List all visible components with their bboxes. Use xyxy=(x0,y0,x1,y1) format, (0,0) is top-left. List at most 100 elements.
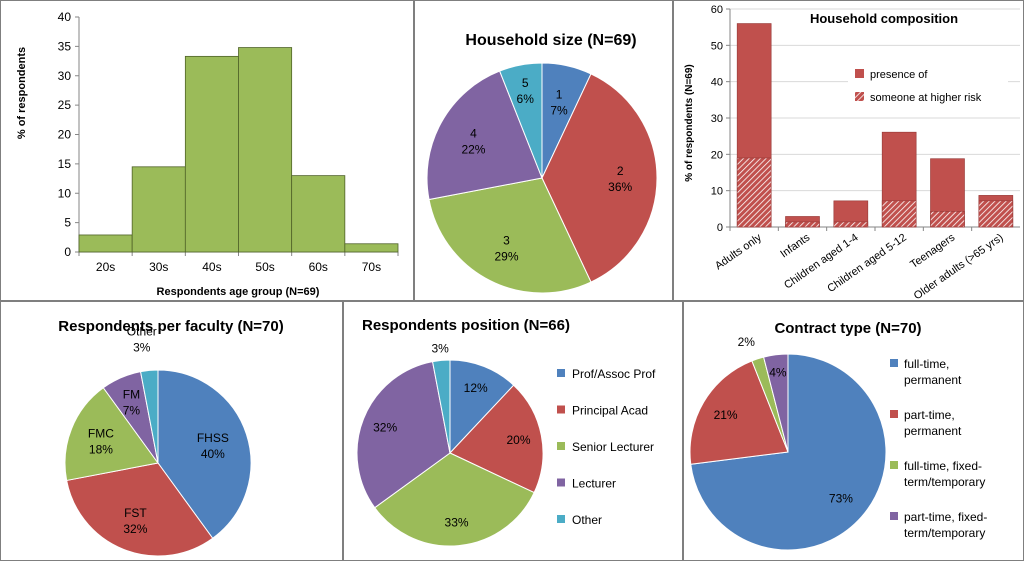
slice-label: 5 xyxy=(522,76,529,90)
slice-label: 2 xyxy=(617,164,624,178)
y-tick-label: 60 xyxy=(711,4,723,16)
pie-slice-other xyxy=(431,359,451,454)
legend-label-full-time-permanent: full-time, xyxy=(904,357,949,371)
slice-value-label: 73% xyxy=(829,492,853,506)
faculty-chart: Respondents per faculty (N=70) FHSS 40% FS… xyxy=(58,318,284,557)
contract-panel: Contract type (N=70) 73% 21% 2% 4% full-tim… xyxy=(683,301,1024,561)
y-tick-label: 50 xyxy=(711,40,723,52)
household-size-chart: Household size (N=69) 1 7% 2 36% 3 29% 4 22% 5 6% xyxy=(426,32,658,294)
slice-value-label: 22% xyxy=(461,142,485,156)
chart-title: Respondents per faculty (N=70) xyxy=(58,318,283,335)
legend-label-part-time-permanent: part-time, xyxy=(904,408,955,422)
x-axis-label: Respondents age group (N=69) xyxy=(157,286,320,298)
bar-70s xyxy=(344,243,399,253)
legend-swatch-part-time-permanent xyxy=(890,410,898,418)
y-tick-label: 25 xyxy=(58,98,72,112)
household-composition-panel: 0 10 20 30 40 50 60 Adults only Infants Children … xyxy=(673,0,1024,302)
bar-20s xyxy=(78,234,133,253)
slice-value-label: 36% xyxy=(608,180,632,194)
legend-label-principal-acad: Principal Acad xyxy=(572,404,648,418)
slice-value-label: 3% xyxy=(133,341,151,355)
x-tick-label: Children aged 5-12 xyxy=(825,232,909,296)
pie-slice-4 xyxy=(426,70,543,201)
slice-value-label: 32% xyxy=(373,420,397,434)
legend-swatch-other xyxy=(557,515,565,523)
pie-slice-fst xyxy=(66,462,214,557)
legend-label-part-time-fixed-term-temporary: part-time, fixed- xyxy=(904,510,987,524)
legend-label-other: Other xyxy=(572,513,602,527)
bar-higher-risk-older-adults-65-yrs xyxy=(978,200,1014,228)
slice-value-label: 40% xyxy=(201,447,225,461)
x-tick-label: 50s xyxy=(255,260,274,274)
slice-value-label: 3% xyxy=(431,341,449,355)
chart-title: Household composition xyxy=(810,11,958,26)
pie-slice-lecturer xyxy=(356,361,451,509)
legend-label-part-time-fixed-term-temporary: term/temporary xyxy=(904,526,985,540)
legend-label-full-time-fixed-term-temporary: full-time, fixed- xyxy=(904,459,982,473)
y-tick-label: 5 xyxy=(64,216,71,230)
y-axis-label: % of respondents xyxy=(16,47,28,139)
slice-value-label: 2% xyxy=(738,335,756,349)
y-tick-label: 15 xyxy=(58,157,72,171)
x-tick-label: 40s xyxy=(202,260,221,274)
pie-slice-part-time-permanent xyxy=(689,360,789,465)
x-tick-label: 70s xyxy=(362,260,381,274)
contract-chart: Contract type (N=70) 73% 21% 2% 4% full-tim… xyxy=(689,320,987,551)
slice-value-label: 12% xyxy=(464,381,488,395)
slice-label: 1 xyxy=(556,88,563,102)
pie-slice-senior-lecturer xyxy=(374,452,535,547)
x-tick-label: Older adults (>65 yrs) xyxy=(912,232,1006,302)
pie-slice-other xyxy=(139,369,159,464)
pie-slice-prof-assoc-prof xyxy=(449,359,515,455)
legend-label-senior-lecturer: Senior Lecturer xyxy=(572,440,654,454)
legend: presence of someone at higher risk xyxy=(848,59,1008,113)
legend-label-lecturer: Lecturer xyxy=(572,477,616,491)
bar-30s xyxy=(131,166,186,253)
pie-slice-part-time-fixed-term-temporary xyxy=(763,353,789,453)
y-tick-label: 10 xyxy=(58,186,72,200)
chart-title: Household size (N=69) xyxy=(465,32,636,49)
slice-value-label: 21% xyxy=(714,408,738,422)
slice-value-label: 7% xyxy=(550,104,568,118)
slice-label: Other xyxy=(127,325,157,339)
slice-value-label: 29% xyxy=(494,250,518,264)
pie-slice-2 xyxy=(541,73,658,283)
legend-label-presence: presence of xyxy=(870,69,928,81)
slice-value-label: 7% xyxy=(123,404,141,418)
y-tick-label: 40 xyxy=(58,10,72,24)
legend-swatch-lecturer xyxy=(557,478,565,487)
legend-swatch-part-time-fixed-term-temporary xyxy=(890,512,898,520)
chart-title: Respondents position (N=66) xyxy=(362,317,570,334)
age-histogram-panel: 0 5 10 15 20 25 30 35 40 20s 30s 40s 50s 60s 70s % of … xyxy=(0,0,414,301)
slice-label: FM xyxy=(123,388,140,402)
slice-value-label: 6% xyxy=(517,92,535,106)
slice-value-label: 4% xyxy=(769,365,787,379)
x-tick-label: 20s xyxy=(96,260,115,274)
y-tick-label: 20 xyxy=(58,128,72,142)
pie-slice-fhss xyxy=(157,369,252,539)
bar-higher-risk-adults-only xyxy=(736,157,772,228)
x-tick-label: Adults only xyxy=(713,231,764,272)
legend-swatch-prof-assoc-prof xyxy=(557,369,565,377)
bar-higher-risk-infants xyxy=(785,221,820,228)
legend-swatch-higher-risk xyxy=(855,92,864,101)
household-composition-chart: 0 10 20 30 40 50 60 Adults only Infants Children … xyxy=(684,4,1020,302)
legend-swatch-full-time-permanent xyxy=(890,359,898,367)
x-tick-label: 30s xyxy=(149,260,168,274)
pie-slice-5 xyxy=(499,62,543,179)
slice-label: 3 xyxy=(503,234,510,248)
age-histogram-chart: 0 5 10 15 20 25 30 35 40 20s 30s 40s 50s 60s 70s % of … xyxy=(16,10,399,298)
legend-label-full-time-fixed-term-temporary: term/temporary xyxy=(904,475,985,489)
y-tick-label: 0 xyxy=(64,245,71,259)
y-tick-label: 0 xyxy=(717,222,723,234)
legend-label-part-time-permanent: permanent xyxy=(904,424,962,438)
legend-label-full-time-permanent: permanent xyxy=(904,373,962,387)
legend-swatch-full-time-fixed-term-temporary xyxy=(890,461,898,469)
slice-value-label: 32% xyxy=(123,522,147,536)
y-tick-label: 10 xyxy=(711,186,723,198)
bar-40s xyxy=(184,55,239,253)
y-tick-label: 40 xyxy=(711,77,723,89)
position-chart: Respondents position (N=66) 12% 20% 33% 32%… xyxy=(356,317,656,547)
y-tick-label: 30 xyxy=(711,113,723,125)
slice-label: FHSS xyxy=(197,431,229,445)
